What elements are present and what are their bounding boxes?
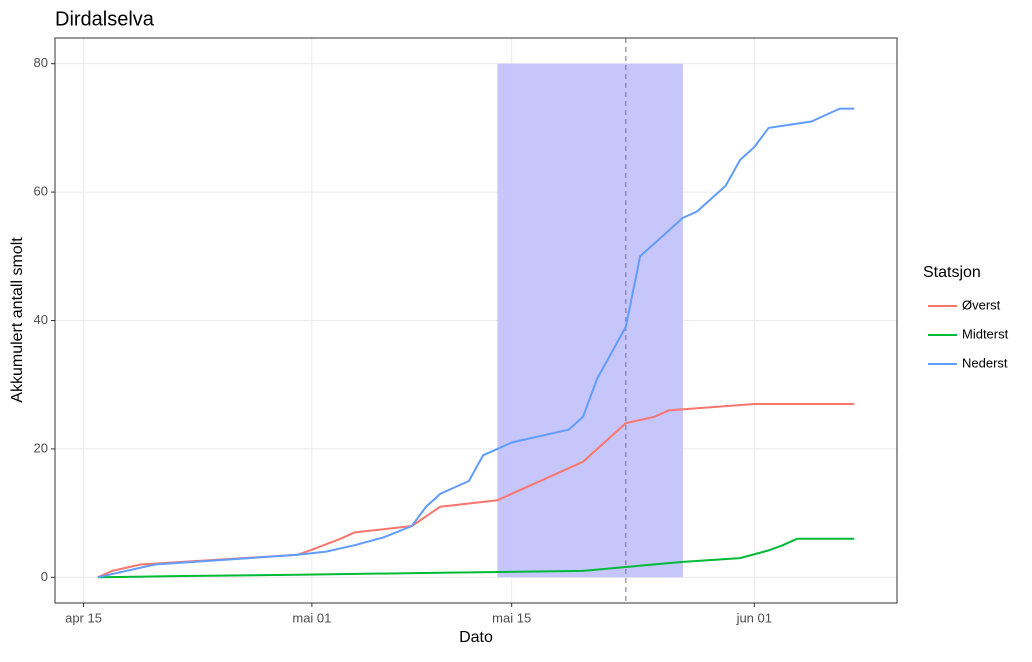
y-tick-label: 80 xyxy=(34,55,48,70)
chart-title: Dirdalselva xyxy=(55,8,155,30)
x-tick-label: jun 01 xyxy=(736,610,772,625)
y-axis-label: Akkumulert antall smolt xyxy=(9,237,26,403)
y-tick-label: 0 xyxy=(41,569,48,584)
legend-label: Midterst xyxy=(962,326,1009,341)
series-line xyxy=(97,107,855,579)
legend-title: Statsjon xyxy=(923,264,981,281)
shaded-band xyxy=(497,63,683,578)
legend-label: Nederst xyxy=(962,355,1008,370)
x-axis-label: Dato xyxy=(459,629,493,646)
series-line xyxy=(97,537,855,579)
series-line xyxy=(97,403,855,579)
x-tick-label: mai 01 xyxy=(292,610,331,625)
x-tick-label: mai 15 xyxy=(492,610,531,625)
plot-border xyxy=(54,37,898,604)
legend-label: Øverst xyxy=(962,297,1001,312)
y-tick-label: 20 xyxy=(34,440,48,455)
y-tick-label: 60 xyxy=(34,184,48,199)
x-tick-label: apr 15 xyxy=(65,610,102,625)
y-tick-label: 40 xyxy=(34,312,48,327)
